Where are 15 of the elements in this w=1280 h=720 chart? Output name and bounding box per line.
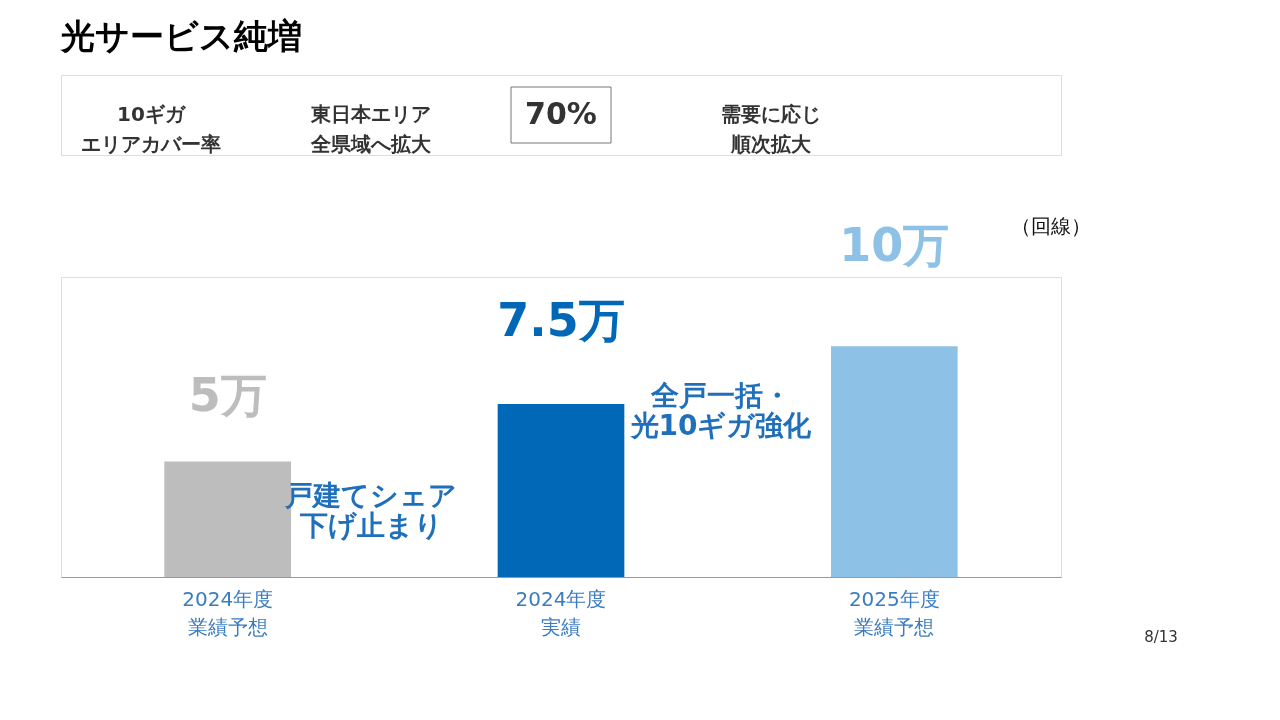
data-label: 5万	[188, 368, 267, 422]
chart-title: 光サービス純増	[58, 15, 302, 56]
text: 70%	[525, 96, 597, 131]
text: 需要に応じ順次拡大	[721, 102, 821, 156]
text: 東日本エリア全県域へ拡大	[310, 102, 432, 156]
text: 8/13	[1144, 628, 1178, 646]
annotation: 全戸一括・光10ギガ強化	[628, 379, 813, 442]
text: （回線）	[1011, 214, 1091, 238]
text: 10ギガエリアカバー率	[81, 102, 221, 156]
data-label: 10万	[839, 218, 950, 272]
x-tick-label: 2024年度実績	[515, 586, 607, 639]
x-tick-label: 2024年度業績予想	[182, 586, 274, 639]
annotation: 戸建てシェア下げ止まり	[284, 479, 457, 542]
x-tick-label: 2025年度業績予想	[848, 586, 940, 639]
data-label: 7.5万	[497, 293, 625, 347]
